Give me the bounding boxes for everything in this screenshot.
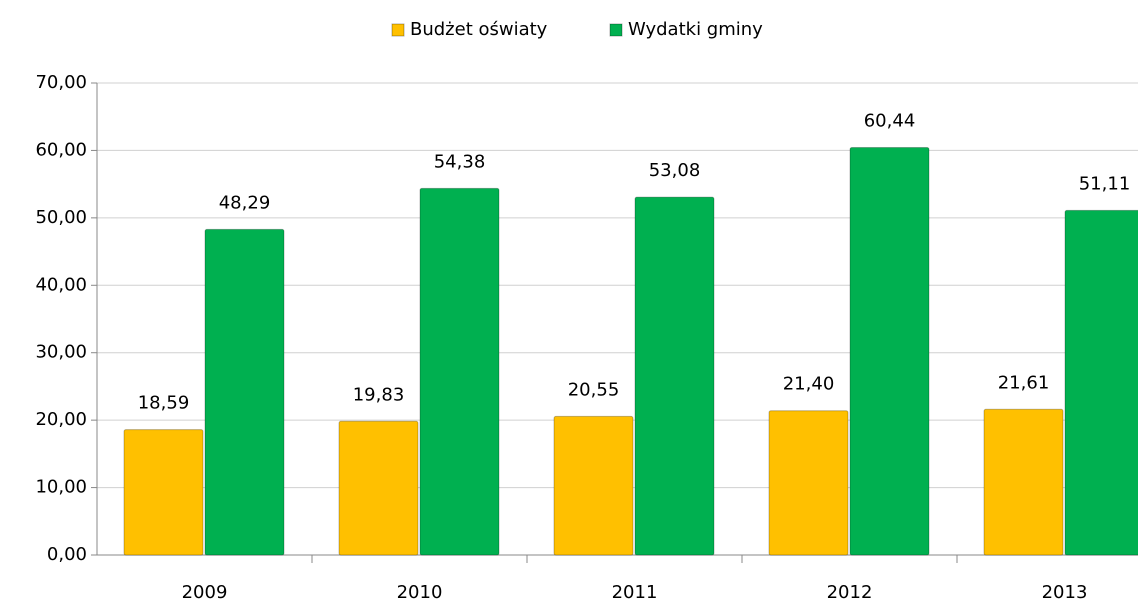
legend-label: Budżet oświaty: [410, 19, 548, 40]
y-tick-label: 60,00: [35, 139, 87, 160]
y-tick-label: 20,00: [35, 409, 87, 430]
data-label: 20,55: [568, 379, 620, 400]
data-label: 21,40: [783, 374, 835, 395]
data-label: 19,83: [353, 384, 405, 405]
x-tick-label: 2013: [1042, 582, 1088, 603]
data-label: 51,11: [1079, 173, 1131, 194]
legend-marker: [609, 23, 623, 37]
bar: [1064, 209, 1138, 556]
y-tick-label: 70,00: [35, 72, 87, 93]
y-tick-label: 10,00: [35, 477, 87, 498]
legend-marker: [391, 23, 405, 37]
data-label: 54,38: [434, 151, 486, 172]
bar: [123, 429, 204, 556]
data-label: 48,29: [219, 192, 271, 213]
bar: [338, 420, 419, 556]
data-label: 18,59: [138, 393, 190, 414]
x-tick-label: 2011: [612, 582, 658, 603]
bar: [983, 408, 1064, 556]
data-label: 60,44: [864, 110, 916, 131]
bar: [553, 415, 634, 556]
x-tick-label: 2010: [397, 582, 443, 603]
x-tick-label: 2009: [182, 582, 228, 603]
data-label: 21,61: [998, 372, 1050, 393]
x-tick-label: 2012: [827, 582, 873, 603]
y-tick-label: 50,00: [35, 207, 87, 228]
y-tick-label: 40,00: [35, 274, 87, 295]
bar: [634, 196, 715, 556]
bar: [768, 410, 849, 556]
y-tick-label: 30,00: [35, 342, 87, 363]
legend-label: Wydatki gminy: [628, 19, 763, 40]
y-tick-label: 0,00: [47, 544, 87, 565]
bar: [204, 228, 285, 556]
bar: [849, 146, 930, 556]
bar: [419, 187, 500, 556]
data-label: 53,08: [649, 160, 701, 181]
